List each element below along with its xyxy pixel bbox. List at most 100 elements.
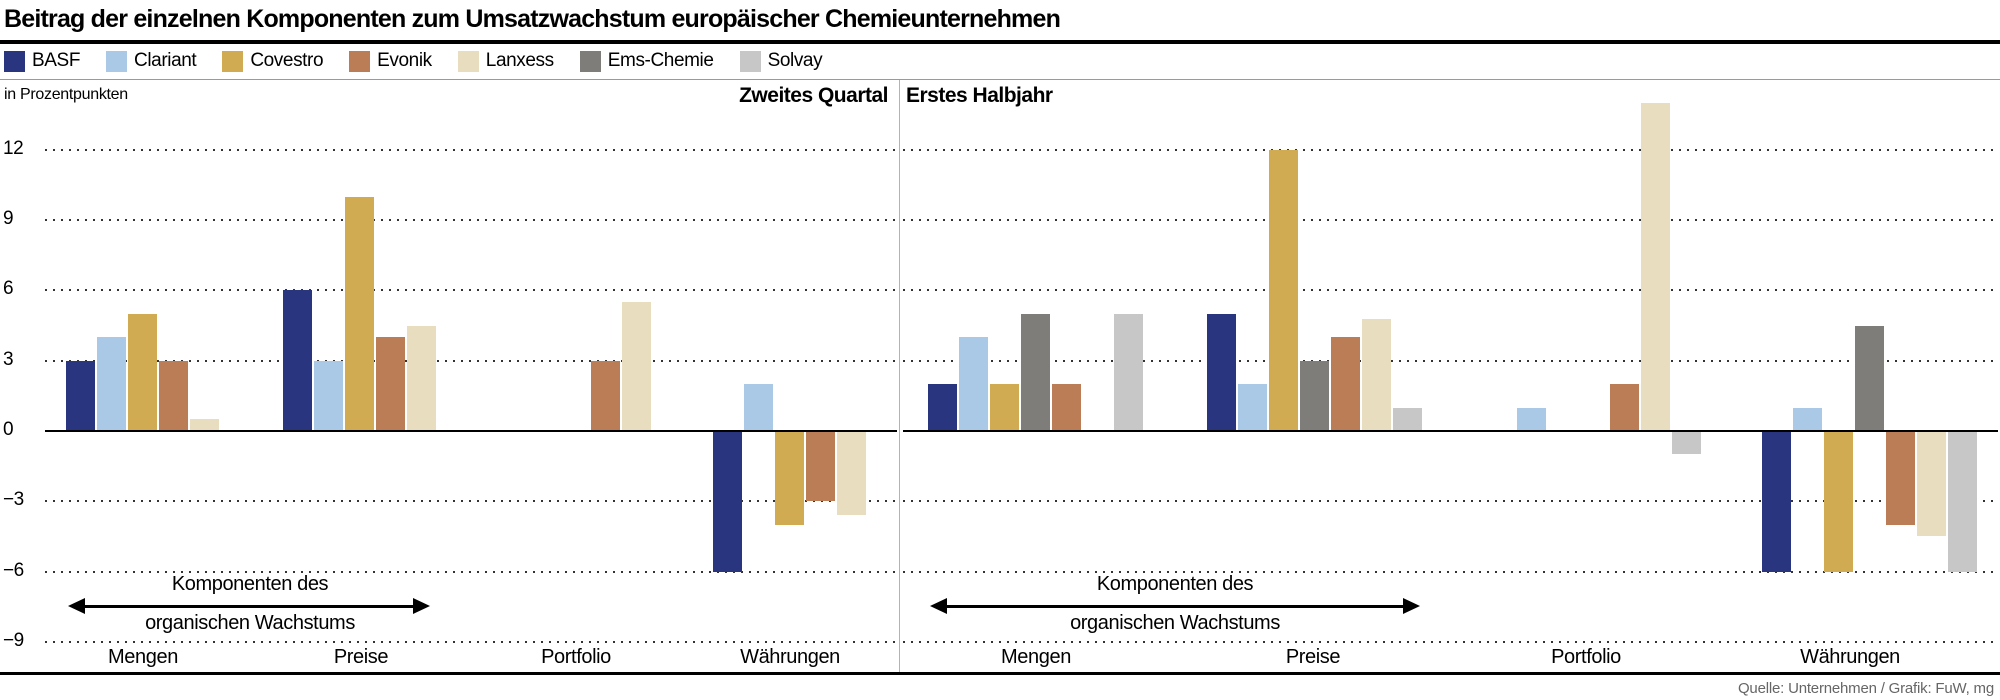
legend-swatch-lanxess	[457, 50, 479, 72]
category-label-zweites-quartal-w-hrungen: Währungen	[740, 646, 840, 668]
legend-label-basf: BASF	[32, 50, 81, 71]
annotation-line1-erstes-halbjahr: Komponenten des	[1096, 573, 1254, 595]
bar-erstes-halbjahr-mengen-covestro	[990, 384, 1019, 430]
gridline-9-erstes-halbjahr	[903, 219, 1998, 221]
gridline-3-erstes-halbjahr	[903, 360, 1998, 362]
y-tick-label-9: 9	[3, 208, 14, 229]
category-label-erstes-halbjahr-w-hrungen: Währungen	[1800, 646, 1900, 668]
bar-zweites-quartal-mengen-basf	[66, 361, 95, 430]
legend-swatch-covestro	[222, 50, 244, 72]
legend: BASF Clariant Covestro Evonik Lanxess Ems-Che…	[4, 50, 823, 72]
legend-swatch-clariant	[106, 50, 128, 72]
annotation-arrowhead-left-erstes-halbjahr	[930, 598, 947, 614]
panel-divider	[899, 80, 900, 672]
bar-zweites-quartal-mengen-covestro	[128, 314, 157, 430]
legend-item-clariant: Clariant	[106, 50, 197, 72]
bar-erstes-halbjahr-preise-clariant	[1238, 384, 1267, 430]
annotation-line1-zweites-quartal: Komponenten des	[171, 573, 329, 595]
gridline-9-zweites-quartal	[45, 219, 897, 221]
category-label-erstes-halbjahr-mengen: Mengen	[1001, 646, 1071, 668]
legend-label-covestro: Covestro	[250, 50, 324, 71]
category-label-zweites-quartal-mengen: Mengen	[108, 646, 178, 668]
annotation-line2-zweites-quartal: organischen Wachstums	[145, 612, 355, 634]
bottom-rule	[0, 672, 2000, 675]
bar-erstes-halbjahr-mengen-evonik	[1052, 384, 1081, 430]
bar-zweites-quartal-w-hrungen-evonik	[806, 432, 835, 501]
y-tick-label--6: −6	[3, 560, 24, 581]
bar-zweites-quartal-preise-lanxess	[407, 326, 436, 430]
bar-erstes-halbjahr-mengen-ems-chemie	[1021, 314, 1050, 430]
bar-zweites-quartal-w-hrungen-lanxess	[837, 432, 866, 515]
legend-item-ems-chemie: Ems-Chemie	[579, 50, 714, 72]
legend-label-solvay: Solvay	[767, 50, 823, 71]
gridline--3-erstes-halbjahr	[903, 500, 1998, 502]
bar-erstes-halbjahr-w-hrungen-basf	[1762, 432, 1791, 572]
legend-item-lanxess: Lanxess	[457, 50, 554, 72]
gridline-6-zweites-quartal	[45, 289, 897, 291]
bar-erstes-halbjahr-w-hrungen-solvay	[1948, 432, 1977, 572]
bar-zweites-quartal-portfolio-lanxess	[622, 302, 651, 430]
bar-zweites-quartal-preise-covestro	[345, 197, 374, 430]
bar-erstes-halbjahr-mengen-solvay	[1114, 314, 1143, 430]
y-axis-unit-label: in Prozentpunkten	[4, 86, 128, 103]
gridline-12-zweites-quartal	[45, 149, 897, 151]
bar-erstes-halbjahr-w-hrungen-evonik	[1886, 432, 1915, 525]
gridline-6-erstes-halbjahr	[903, 289, 1998, 291]
bar-erstes-halbjahr-preise-solvay	[1393, 408, 1422, 430]
y-tick-label-6: 6	[3, 278, 14, 299]
gridline--6-zweites-quartal	[45, 571, 897, 573]
bar-zweites-quartal-preise-basf	[283, 290, 312, 430]
bar-zweites-quartal-w-hrungen-clariant	[744, 384, 773, 430]
panel-title-zweites-quartal: Zweites Quartal	[739, 84, 888, 107]
bar-zweites-quartal-mengen-lanxess	[190, 419, 219, 430]
zero-line-zweites-quartal	[45, 430, 897, 432]
gridline--6-erstes-halbjahr	[903, 571, 1998, 573]
zero-line-erstes-halbjahr	[903, 430, 1998, 432]
bar-erstes-halbjahr-preise-basf	[1207, 314, 1236, 430]
chart-title: Beitrag der einzelnen Komponenten zum Um…	[4, 5, 1061, 33]
bar-zweites-quartal-mengen-evonik	[159, 361, 188, 430]
gridline-3-zweites-quartal	[45, 360, 897, 362]
annotation-arrowhead-left-zweites-quartal	[68, 598, 85, 614]
y-tick-label--9: −9	[3, 630, 24, 651]
legend-swatch-evonik	[349, 50, 371, 72]
annotation-arrow-line-erstes-halbjahr	[944, 605, 1406, 608]
legend-label-lanxess: Lanxess	[485, 50, 554, 71]
category-label-erstes-halbjahr-preise: Preise	[1285, 646, 1341, 668]
bar-zweites-quartal-preise-evonik	[376, 337, 405, 430]
bar-zweites-quartal-mengen-clariant	[97, 337, 126, 430]
category-label-zweites-quartal-portfolio: Portfolio	[541, 646, 611, 668]
y-tick-label--3: −3	[3, 489, 24, 510]
bar-erstes-halbjahr-portfolio-clariant	[1517, 408, 1546, 430]
bar-erstes-halbjahr-preise-ems-chemie	[1300, 361, 1329, 430]
legend-item-covestro: Covestro	[222, 50, 324, 72]
bar-erstes-halbjahr-w-hrungen-covestro	[1824, 432, 1853, 572]
gridline--9-erstes-halbjahr	[903, 641, 1998, 643]
y-tick-label-0: 0	[3, 419, 14, 440]
gridline-12-erstes-halbjahr	[903, 149, 1998, 151]
gridline--9-zweites-quartal	[45, 641, 897, 643]
bar-erstes-halbjahr-portfolio-lanxess	[1641, 103, 1670, 430]
panel-title-erstes-halbjahr: Erstes Halbjahr	[906, 84, 1053, 107]
bar-erstes-halbjahr-preise-covestro	[1269, 150, 1298, 430]
bar-erstes-halbjahr-w-hrungen-lanxess	[1917, 432, 1946, 536]
bar-zweites-quartal-w-hrungen-covestro	[775, 432, 804, 525]
bar-erstes-halbjahr-preise-evonik	[1331, 337, 1360, 430]
title-rule	[0, 40, 2000, 44]
bar-erstes-halbjahr-mengen-clariant	[959, 337, 988, 430]
legend-label-evonik: Evonik	[377, 50, 432, 71]
bar-erstes-halbjahr-mengen-basf	[928, 384, 957, 430]
legend-label-clariant: Clariant	[134, 50, 197, 71]
annotation-arrowhead-right-zweites-quartal	[413, 598, 430, 614]
legend-item-evonik: Evonik	[349, 50, 432, 72]
annotation-arrowhead-right-erstes-halbjahr	[1403, 598, 1420, 614]
legend-swatch-ems-chemie	[579, 50, 601, 72]
bar-zweites-quartal-preise-clariant	[314, 361, 343, 430]
legend-swatch-basf	[4, 50, 25, 72]
gridline--3-zweites-quartal	[45, 500, 897, 502]
category-label-zweites-quartal-preise: Preise	[333, 646, 389, 668]
annotation-line2-erstes-halbjahr: organischen Wachstums	[1070, 612, 1280, 634]
bar-erstes-halbjahr-w-hrungen-clariant	[1793, 408, 1822, 430]
bar-erstes-halbjahr-w-hrungen-ems-chemie	[1855, 326, 1884, 430]
legend-label-ems-chemie: Ems-Chemie	[607, 50, 714, 71]
